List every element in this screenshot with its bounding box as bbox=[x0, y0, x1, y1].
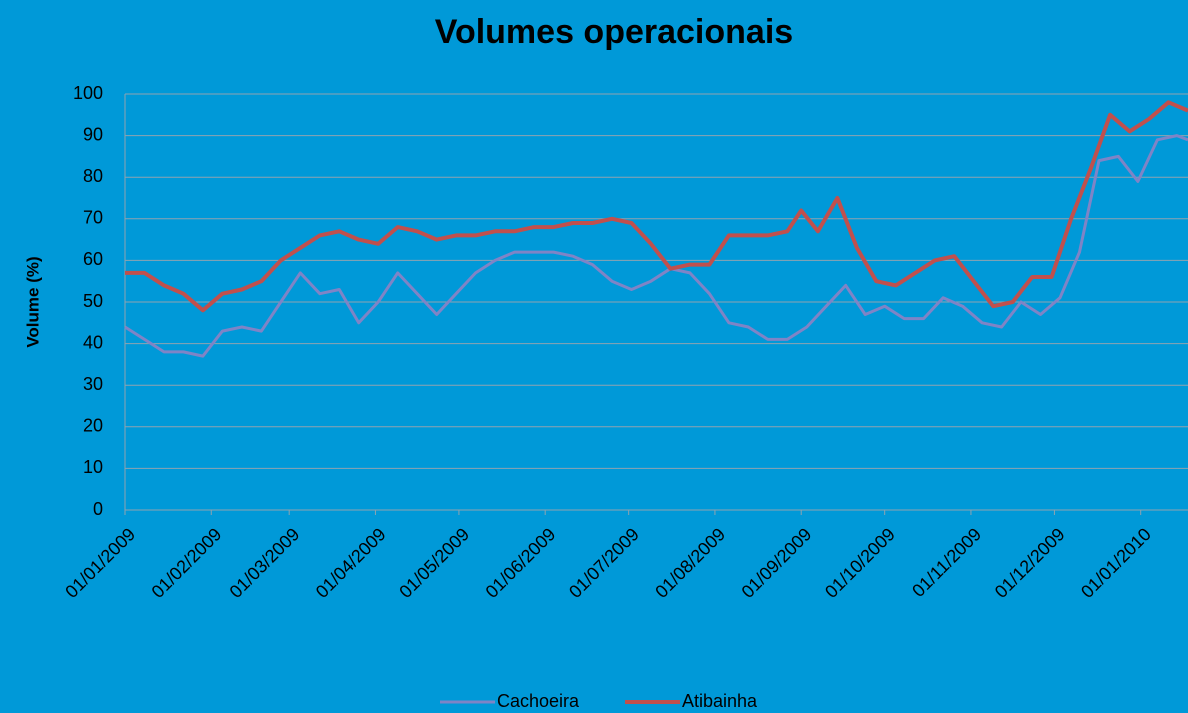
series-line bbox=[124, 134, 1188, 358]
y-axis-title: Volume (%) bbox=[23, 256, 42, 347]
y-tick-label: 70 bbox=[83, 208, 103, 228]
y-tick-label: 30 bbox=[83, 374, 103, 394]
y-tick-label: 90 bbox=[83, 124, 103, 144]
y-tick-label: 20 bbox=[83, 416, 103, 436]
series-line bbox=[125, 100, 1188, 313]
y-tick-label: 0 bbox=[93, 499, 103, 519]
y-tick-label: 40 bbox=[83, 332, 103, 352]
y-tick-label: 10 bbox=[83, 457, 103, 477]
legend-label: Cachoeira bbox=[497, 691, 580, 711]
y-tick-label: 100 bbox=[73, 83, 103, 103]
y-tick-label: 60 bbox=[83, 249, 103, 269]
y-tick-label: 80 bbox=[83, 166, 103, 186]
chart-title: Volumes operacionais bbox=[435, 13, 793, 51]
legend-label: Atibainha bbox=[682, 691, 758, 711]
y-tick-label: 50 bbox=[83, 291, 103, 311]
